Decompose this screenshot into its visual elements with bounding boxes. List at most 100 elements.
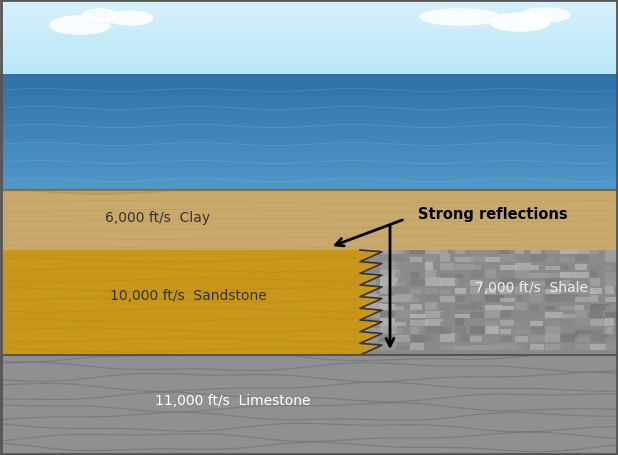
- Bar: [380, 278, 397, 286]
- Bar: [0, 81, 618, 82]
- Bar: [440, 306, 452, 310]
- Bar: [500, 207, 510, 214]
- Bar: [470, 293, 481, 302]
- Bar: [485, 310, 501, 318]
- Bar: [0, 8, 618, 9]
- Bar: [440, 345, 459, 350]
- Bar: [590, 191, 599, 198]
- Bar: [425, 240, 438, 247]
- Bar: [0, 48, 618, 49]
- Bar: [560, 266, 568, 270]
- Bar: [455, 328, 466, 334]
- Bar: [590, 344, 607, 350]
- Bar: [515, 311, 533, 318]
- Bar: [0, 58, 618, 59]
- Bar: [515, 271, 530, 278]
- Bar: [440, 274, 456, 278]
- Bar: [455, 278, 464, 286]
- Bar: [0, 51, 618, 52]
- Bar: [560, 208, 578, 214]
- Bar: [515, 344, 525, 350]
- Bar: [575, 305, 585, 310]
- Bar: [605, 246, 616, 254]
- Bar: [575, 190, 585, 198]
- Bar: [530, 198, 543, 207]
- Bar: [395, 306, 404, 310]
- Bar: [530, 238, 546, 247]
- Bar: [0, 148, 618, 149]
- Bar: [440, 278, 459, 286]
- Bar: [0, 87, 618, 88]
- Bar: [470, 217, 490, 222]
- Bar: [470, 232, 483, 238]
- Bar: [0, 135, 618, 136]
- Text: 6,000 ft/s  Clay: 6,000 ft/s Clay: [105, 211, 210, 224]
- Bar: [0, 112, 618, 113]
- Bar: [0, 61, 618, 62]
- Bar: [0, 82, 618, 83]
- Bar: [0, 100, 618, 101]
- Bar: [395, 224, 413, 231]
- Bar: [515, 303, 527, 310]
- Bar: [365, 342, 374, 350]
- Bar: [0, 103, 618, 104]
- Bar: [575, 337, 593, 342]
- Bar: [590, 202, 603, 207]
- Bar: [380, 225, 391, 231]
- Bar: [500, 230, 518, 238]
- Bar: [0, 99, 618, 100]
- Bar: [0, 3, 618, 4]
- Bar: [455, 288, 467, 294]
- Bar: [0, 182, 618, 184]
- Bar: [0, 97, 618, 98]
- Bar: [560, 344, 571, 350]
- Bar: [560, 280, 570, 286]
- Bar: [0, 30, 618, 31]
- Bar: [0, 172, 618, 174]
- Bar: [500, 247, 509, 254]
- Bar: [0, 55, 618, 56]
- Ellipse shape: [50, 17, 110, 35]
- Bar: [560, 232, 573, 238]
- Bar: [545, 345, 562, 350]
- Bar: [455, 192, 463, 198]
- Bar: [455, 231, 467, 238]
- Bar: [530, 274, 548, 278]
- Bar: [0, 126, 618, 127]
- Bar: [590, 304, 609, 310]
- Bar: [0, 86, 618, 87]
- Bar: [0, 20, 618, 21]
- Bar: [440, 297, 456, 302]
- Bar: [0, 42, 618, 43]
- Bar: [530, 217, 540, 222]
- Bar: [0, 170, 618, 171]
- Bar: [0, 104, 618, 105]
- Bar: [455, 258, 473, 263]
- Bar: [605, 266, 613, 270]
- Bar: [380, 250, 399, 254]
- Bar: [575, 318, 589, 326]
- Bar: [455, 209, 472, 214]
- Bar: [0, 139, 618, 140]
- Bar: [0, 71, 618, 72]
- Bar: [485, 270, 496, 278]
- Bar: [0, 6, 618, 7]
- Bar: [395, 256, 405, 263]
- Bar: [410, 335, 430, 342]
- Bar: [530, 224, 549, 231]
- Bar: [425, 319, 443, 326]
- Bar: [0, 35, 618, 36]
- Bar: [0, 89, 618, 90]
- Bar: [0, 118, 618, 119]
- Bar: [0, 166, 618, 167]
- Bar: [0, 63, 618, 64]
- Bar: [0, 175, 618, 176]
- Bar: [530, 266, 539, 270]
- Bar: [0, 164, 618, 165]
- Bar: [395, 272, 405, 278]
- Bar: [470, 200, 480, 207]
- Bar: [455, 314, 470, 318]
- Bar: [425, 288, 438, 294]
- Bar: [545, 258, 554, 263]
- Bar: [515, 295, 523, 302]
